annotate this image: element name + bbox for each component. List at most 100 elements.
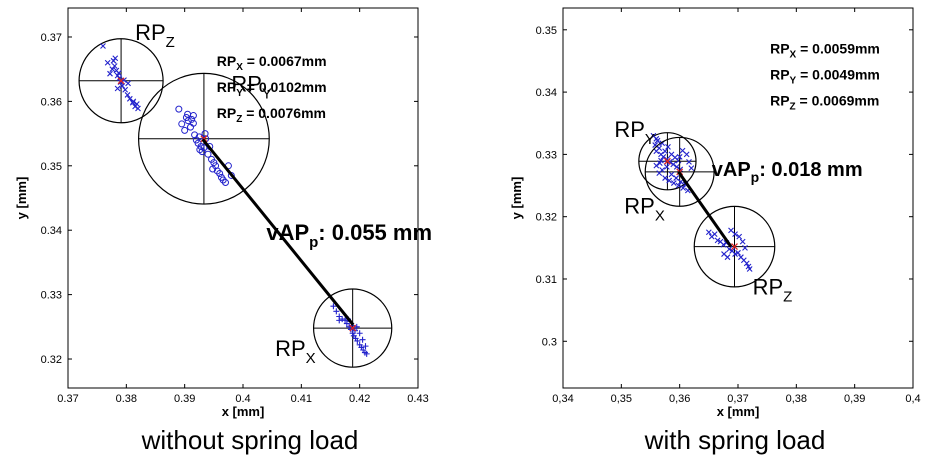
x-tick-label: 0.37 [57,393,78,405]
data-point [342,317,349,324]
data-point [330,303,337,310]
rp-value-x-main: RP [217,53,236,69]
center-marker [663,157,671,165]
data-point [666,177,673,184]
vap-label-sub: p [751,169,760,185]
center-marker [349,324,357,332]
x-tick-label: 0.39 [174,393,195,405]
vap-label-main: vAP [712,159,751,181]
data-point [683,151,690,158]
rp-value-y: RPY = 0.0049mm [770,66,880,86]
rp-value-x: RPX = 0.0059mm [770,40,880,60]
x-tick-label: 0,38 [786,393,807,405]
data-point [110,57,117,64]
rp-label-z-sub: Z [783,289,792,306]
data-point [736,233,743,240]
y-tick-label: 0.34 [41,225,62,237]
data-point [662,175,668,181]
vap-label-value: : 0.018 mm [759,159,862,181]
data-point [339,316,346,323]
caption-without-spring-load: without spring load [141,425,359,455]
vap-label-value: : 0.055 mm [318,220,432,245]
y-tick-label: 0.35 [41,161,62,173]
rp-value-z-value: = 0.0069mm [796,92,880,108]
x-tick-label: 0,39 [844,393,865,405]
data-point [124,92,131,98]
x-tick-label: 0.41 [291,393,312,405]
y-tick-label: 0.36 [41,96,62,108]
data-point [216,170,224,178]
data-point [732,251,738,257]
rp-label-y-sub: Y [645,131,655,148]
rp-value-z-main: RP [770,92,789,108]
rp-label-x-main: RP [624,194,655,219]
data-point [209,165,217,173]
data-point [676,153,683,160]
y-tick-label: 0.32 [41,354,62,366]
x-axis-label: x [mm] [717,404,760,419]
data-point [743,260,750,267]
data-point [705,229,712,236]
data-point [680,185,687,191]
data-point [189,112,197,120]
rp-value-x-sub: X [790,49,797,60]
data-point [336,317,343,324]
data-point [728,227,734,234]
x-tick-label: 0,36 [669,393,690,405]
data-point [100,43,106,49]
rp-value-z-value: = 0.0076mm [242,105,326,121]
rp-value-y-value: = 0.0049mm [796,66,880,82]
data-point [362,343,369,350]
data-point [189,119,197,127]
data-point [662,148,668,155]
data-point [735,249,741,256]
rp-label-z-sub: Z [166,34,175,51]
rp-value-y-sub: Y [236,88,243,99]
data-point [714,237,721,244]
data-point [668,171,675,178]
rp-value-x-value: = 0.0059mm [796,40,880,56]
y-tick-label: 0.35 [536,25,557,37]
x-tick-label: 0.43 [407,393,428,405]
rp-value-x-sub: X [236,62,243,73]
data-point [133,101,140,107]
rp-label-x-main: RP [275,336,306,361]
rp-label-y-main: RP [614,117,645,142]
data-point [111,63,118,69]
rp-circle-x: RPX [275,288,393,368]
rp-value-y-sub: Y [790,75,797,86]
y-tick-label: 0.3 [542,336,557,348]
data-point [126,95,133,102]
rp-circle-z: RPZ [78,20,175,124]
caption-with-spring-load: with spring load [644,425,826,455]
data-point [720,241,727,248]
data-point [675,182,682,189]
rp-circle-x: RPX [624,136,715,225]
rp-circle-y: RPY [137,72,272,205]
vap-label-main: vAP [266,220,309,245]
data-point [746,266,753,272]
rp-value-y-main: RP [217,79,236,95]
data-point [653,135,660,142]
data-point [181,126,189,134]
data-point [178,120,186,128]
data-point [354,337,361,344]
x-tick-label: 0,37 [727,393,748,405]
vap-vector-line [677,170,733,248]
plot-frame [562,7,914,389]
x-tick-label: 0,35 [611,393,632,405]
data-point [204,150,212,158]
rp-label-z: RPZ [753,275,793,306]
data-point [673,163,680,170]
y-axis-label: y [mm] [14,177,29,220]
data-point [663,163,670,170]
rp-label-x-sub: X [306,350,316,367]
rp-label-y: RPY [231,72,272,103]
data-point [135,105,141,112]
vap-vector-line [201,138,355,326]
data-point [659,167,666,173]
rp-value-z: RPZ = 0.0069mm [770,92,879,112]
vap-label: vAPp: 0.055 mm [266,220,432,251]
x-tick-label: 0.4 [235,393,250,405]
